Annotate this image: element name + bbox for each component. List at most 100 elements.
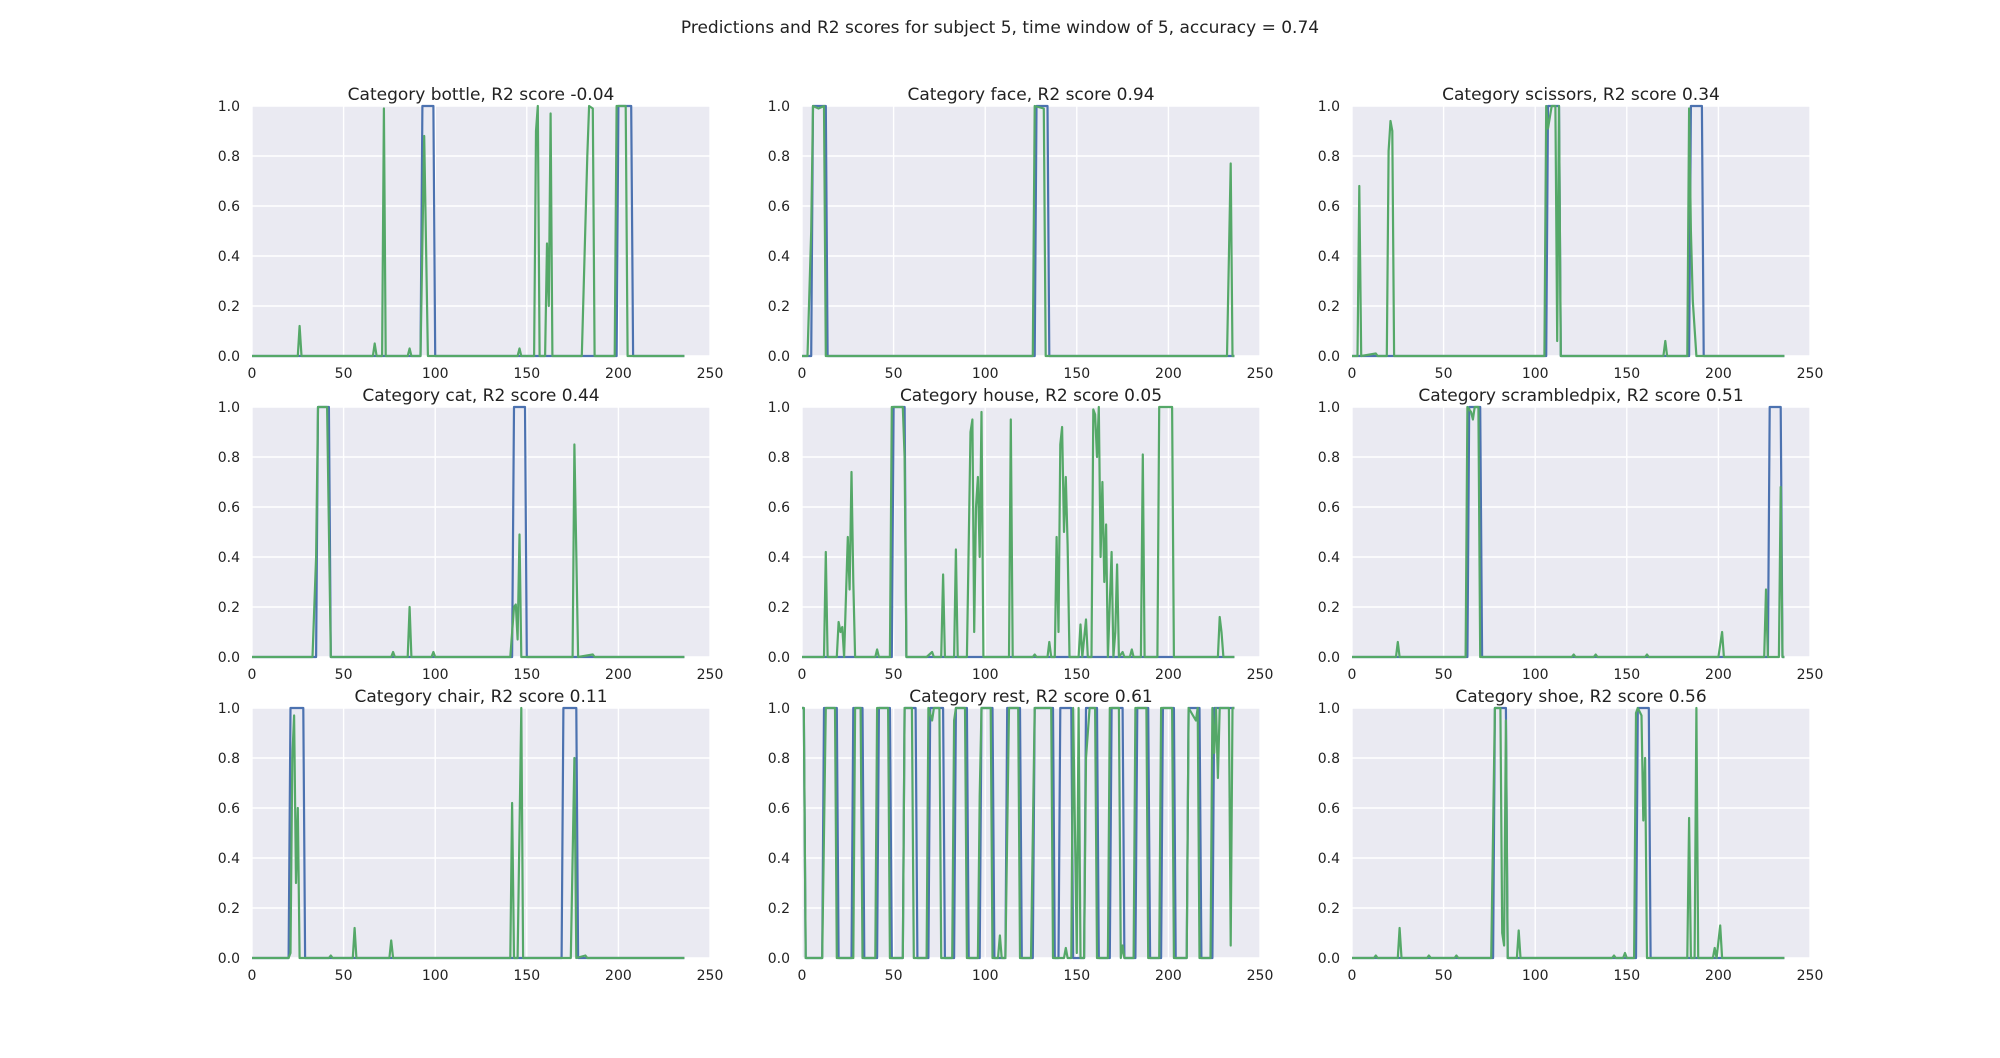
y-tick-label: 1.0 bbox=[1318, 400, 1340, 416]
plot-area bbox=[1352, 106, 1810, 356]
y-tick-label: 1.0 bbox=[218, 701, 240, 717]
x-tick-label: 100 bbox=[422, 366, 449, 382]
plot-area bbox=[252, 106, 710, 356]
x-tick-label: 200 bbox=[1155, 667, 1182, 683]
x-tick-label: 150 bbox=[513, 667, 540, 683]
y-tick-label: 0.8 bbox=[218, 450, 240, 466]
y-tick-label: 0.6 bbox=[1318, 199, 1340, 215]
x-tick-label: 50 bbox=[335, 366, 353, 382]
x-tick-label: 0 bbox=[248, 366, 257, 382]
x-tick-label: 100 bbox=[422, 667, 449, 683]
x-tick-label: 150 bbox=[1613, 366, 1640, 382]
x-tick-label: 250 bbox=[1247, 667, 1274, 683]
x-tick-label: 100 bbox=[972, 968, 999, 984]
predicted-series-line bbox=[1352, 104, 1785, 358]
y-tick-label: 0.4 bbox=[768, 550, 790, 566]
subplot-title: Category shoe, R2 score 0.56 bbox=[1455, 687, 1706, 707]
x-tick-label: 0 bbox=[248, 968, 257, 984]
x-tick-label: 0 bbox=[798, 968, 807, 984]
y-tick-label: 0.0 bbox=[218, 951, 240, 967]
y-tick-label: 0.8 bbox=[768, 450, 790, 466]
y-tick-label: 0.0 bbox=[1318, 349, 1340, 365]
x-tick-label: 50 bbox=[335, 667, 353, 683]
y-tick-label: 1.0 bbox=[768, 99, 790, 115]
y-tick-label: 0.4 bbox=[218, 550, 240, 566]
x-tick-label: 0 bbox=[1348, 667, 1357, 683]
plot-area bbox=[802, 407, 1260, 657]
x-tick-label: 250 bbox=[1797, 667, 1824, 683]
x-tick-label: 0 bbox=[1348, 366, 1357, 382]
x-tick-label: 150 bbox=[1063, 667, 1090, 683]
y-tick-label: 0.4 bbox=[1318, 550, 1340, 566]
y-tick-label: 0.4 bbox=[218, 249, 240, 265]
subplot-8: 0 50 100 150 200 250 0.0 0.2 0.4 0.6 0.8 1.0 Categor… bbox=[768, 687, 1274, 984]
x-tick-label: 200 bbox=[605, 667, 632, 683]
subplot-title: Category cat, R2 score 0.44 bbox=[362, 386, 599, 406]
x-tick-label: 250 bbox=[697, 366, 724, 382]
x-tick-label: 100 bbox=[1522, 366, 1549, 382]
subplot-2: 0 50 100 150 200 250 0.0 0.2 0.4 0.6 0.8 1.0 Categor… bbox=[768, 85, 1274, 382]
x-tick-label: 50 bbox=[885, 667, 903, 683]
y-tick-label: 0.8 bbox=[768, 149, 790, 165]
subplot-1: 0 50 100 150 200 250 0.0 0.2 0.4 0.6 0.8 1.0 Categor… bbox=[218, 85, 724, 382]
x-tick-label: 100 bbox=[972, 366, 999, 382]
y-tick-label: 0.0 bbox=[1318, 650, 1340, 666]
y-tick-label: 0.2 bbox=[218, 901, 240, 917]
y-tick-label: 0.4 bbox=[1318, 851, 1340, 867]
plot-area bbox=[252, 708, 710, 958]
x-tick-label: 250 bbox=[1797, 366, 1824, 382]
x-tick-label: 0 bbox=[1348, 968, 1357, 984]
y-tick-label: 0.2 bbox=[1318, 299, 1340, 315]
y-tick-label: 0.8 bbox=[1318, 450, 1340, 466]
x-tick-label: 50 bbox=[885, 968, 903, 984]
figure-title: Predictions and R2 scores for subject 5,… bbox=[680, 18, 1320, 38]
x-tick-label: 50 bbox=[1435, 667, 1453, 683]
y-tick-label: 0.0 bbox=[768, 951, 790, 967]
x-tick-label: 200 bbox=[1155, 968, 1182, 984]
predicted-series-line bbox=[1352, 405, 1785, 659]
x-tick-label: 0 bbox=[798, 667, 807, 683]
y-tick-label: 0.6 bbox=[768, 500, 790, 516]
y-tick-label: 0.0 bbox=[768, 349, 790, 365]
y-tick-label: 0.6 bbox=[218, 199, 240, 215]
predicted-series-line bbox=[252, 405, 685, 659]
y-tick-label: 0.6 bbox=[768, 199, 790, 215]
y-tick-label: 0.2 bbox=[768, 299, 790, 315]
subplot-title: Category scrambledpix, R2 score 0.51 bbox=[1418, 386, 1743, 406]
y-tick-label: 0.6 bbox=[1318, 801, 1340, 817]
y-tick-label: 0.6 bbox=[1318, 500, 1340, 516]
plot-area bbox=[802, 106, 1260, 356]
x-tick-label: 250 bbox=[1247, 968, 1274, 984]
subplot-5: 0 50 100 150 200 250 0.0 0.2 0.4 0.6 0.8 1.0 Categor… bbox=[768, 386, 1274, 683]
y-tick-label: 0.8 bbox=[218, 149, 240, 165]
predicted-series-line bbox=[252, 706, 685, 960]
subplot-6: 0 50 100 150 200 250 0.0 0.2 0.4 0.6 0.8 1.0 Categor… bbox=[1318, 386, 1824, 683]
x-tick-label: 150 bbox=[1063, 366, 1090, 382]
y-tick-label: 0.4 bbox=[218, 851, 240, 867]
y-tick-label: 1.0 bbox=[218, 99, 240, 115]
y-tick-label: 0.2 bbox=[768, 600, 790, 616]
y-tick-label: 0.2 bbox=[1318, 901, 1340, 917]
x-tick-label: 150 bbox=[513, 366, 540, 382]
x-tick-label: 50 bbox=[1435, 366, 1453, 382]
subplot-title: Category rest, R2 score 0.61 bbox=[909, 687, 1152, 707]
x-tick-label: 100 bbox=[972, 667, 999, 683]
x-tick-label: 200 bbox=[1155, 366, 1182, 382]
x-tick-label: 200 bbox=[1705, 968, 1732, 984]
y-tick-label: 0.0 bbox=[768, 650, 790, 666]
y-tick-label: 1.0 bbox=[1318, 701, 1340, 717]
y-tick-label: 0.0 bbox=[1318, 951, 1340, 967]
subplot-4: 0 50 100 150 200 250 0.0 0.2 0.4 0.6 0.8 1.0 Categor… bbox=[218, 386, 724, 683]
subplot-7: 0 50 100 150 200 250 0.0 0.2 0.4 0.6 0.8 1.0 Categor… bbox=[218, 687, 724, 984]
subplot-9: 0 50 100 150 200 250 0.0 0.2 0.4 0.6 0.8 1.0 Categor… bbox=[1318, 687, 1824, 984]
x-tick-label: 250 bbox=[1797, 968, 1824, 984]
x-tick-label: 0 bbox=[798, 366, 807, 382]
x-tick-label: 50 bbox=[335, 968, 353, 984]
y-tick-label: 0.8 bbox=[218, 751, 240, 767]
y-tick-label: 0.2 bbox=[218, 600, 240, 616]
y-tick-label: 0.8 bbox=[768, 751, 790, 767]
y-tick-label: 1.0 bbox=[768, 701, 790, 717]
predicted-series-line bbox=[252, 104, 685, 358]
y-tick-label: 0.0 bbox=[218, 650, 240, 666]
